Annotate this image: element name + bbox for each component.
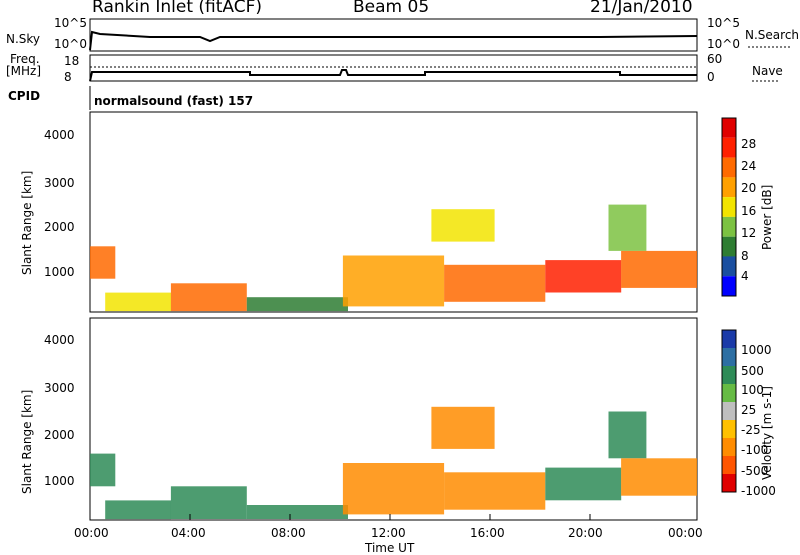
cpid-label: CPID xyxy=(8,89,41,103)
velocity-colorbar-frame xyxy=(721,329,737,493)
freq-panel-frame xyxy=(89,54,698,82)
power-cbar-tick-24: 24 xyxy=(741,159,757,173)
power-bands-band-3 xyxy=(246,297,348,312)
velocity-bands-band-8 xyxy=(608,411,647,459)
velocity-bands-band-5 xyxy=(431,406,495,449)
velocity-panel-frame xyxy=(89,317,698,521)
velocity-ytick-4000: 4000 xyxy=(44,333,75,347)
vel-cbar-tick-100: 100 xyxy=(741,383,764,397)
power-colorbar-swatch-7 xyxy=(722,256,736,277)
vel-cbar-tick-500: 500 xyxy=(741,364,764,378)
nsearch-label: N.Search xyxy=(745,28,800,42)
xtick-2: 08:00 xyxy=(271,526,306,540)
power-bands-band-8 xyxy=(608,204,647,251)
power-bands-band-4 xyxy=(342,255,445,307)
nsearch-top-value: 10^5 xyxy=(707,16,740,30)
power-cbar-tick-4: 4 xyxy=(741,269,749,283)
velocity-ytick-1000: 1000 xyxy=(44,474,75,488)
power-colorbar-swatch-6 xyxy=(722,236,736,257)
vel-cbar-tick-1000: 1000 xyxy=(741,343,772,357)
vel-cbar-tick-25: 25 xyxy=(741,403,757,417)
power-colorbar xyxy=(721,117,737,297)
vel-cbar-tick-neg1000: -1000 xyxy=(741,484,776,498)
beam-title: Beam 05 xyxy=(353,0,430,17)
power-cbar-tick-20: 20 xyxy=(741,181,757,195)
nsky-trace xyxy=(89,30,698,51)
power-colorbar-swatch-8 xyxy=(722,276,736,296)
xtick-1: 04:00 xyxy=(171,526,206,540)
nsky-label: N.Sky xyxy=(6,32,41,46)
x-axis-label: Time UT xyxy=(365,541,415,555)
velocity-bands-band-6 xyxy=(444,472,546,510)
power-cbar-tick-8: 8 xyxy=(741,249,749,263)
nave-top-value: 60 xyxy=(707,52,723,66)
nsky-bottom-value: 10^0 xyxy=(54,37,87,51)
power-bands-band-9 xyxy=(621,250,697,288)
nave-label: Nave xyxy=(752,64,783,78)
velocity-colorbar-swatch-3 xyxy=(722,384,736,402)
power-colorbar-swatch-4 xyxy=(722,197,736,217)
velocity-bands-band-7 xyxy=(545,467,622,501)
power-bands-band-2 xyxy=(170,283,247,312)
freq-label: Freq. xyxy=(10,52,40,66)
power-colorbar-swatch-2 xyxy=(722,157,736,178)
velocity-colorbar-swatch-2 xyxy=(722,366,736,384)
x-tick-marks xyxy=(89,514,698,520)
velocity-bands-band-4 xyxy=(342,463,445,515)
velocity-colorbar-swatch-6 xyxy=(722,438,736,456)
velocity-bands-band-3 xyxy=(246,505,348,519)
power-ytick-4000: 4000 xyxy=(44,128,75,142)
xtick-6: 00:00 xyxy=(668,526,703,540)
power-bands-band-0 xyxy=(90,246,116,279)
freq-trace xyxy=(89,69,697,82)
xtick-3: 12:00 xyxy=(371,526,406,540)
power-ytick-1000: 1000 xyxy=(44,265,75,279)
velocity-colorbar-swatch-0 xyxy=(722,330,736,348)
nsky-top-value: 10^5 xyxy=(54,16,87,30)
cpid-text: normalsound (fast) 157 xyxy=(94,94,254,108)
velocity-bands-band-1 xyxy=(105,500,171,520)
xtick-4: 16:00 xyxy=(470,526,505,540)
power-colorbar-swatch-0 xyxy=(722,118,736,138)
velocity-colorbar-swatch-4 xyxy=(722,402,736,420)
freq-top-value: 18 xyxy=(64,54,80,68)
velocity-colorbar xyxy=(721,329,737,493)
vel-cbar-tick-neg25: -25 xyxy=(741,423,761,437)
date-title: 21/Jan/2010 xyxy=(590,0,693,17)
nsky-panel-frame xyxy=(89,18,698,52)
velocity-bands-band-9 xyxy=(621,458,697,496)
power-ytick-3000: 3000 xyxy=(44,176,75,190)
power-ytick-2000: 2000 xyxy=(44,220,75,234)
nave-bottom-value: 0 xyxy=(707,70,715,84)
velocity-colorbar-swatch-5 xyxy=(722,420,736,438)
station-title: Rankin Inlet (fitACF) xyxy=(92,0,263,17)
velocity-bands-band-0 xyxy=(90,453,116,487)
velocity-colorbar-swatch-7 xyxy=(722,456,736,474)
power-cbar-tick-16: 16 xyxy=(741,204,757,218)
freq-unit-label: [MHz] xyxy=(6,64,42,78)
velocity-ytick-2000: 2000 xyxy=(44,428,75,442)
freq-bottom-value: 8 xyxy=(64,70,72,84)
power-panel-frame xyxy=(89,111,698,313)
power-bands-band-1 xyxy=(105,292,171,312)
velocity-bands-band-2 xyxy=(170,486,247,519)
power-colorbar-swatch-1 xyxy=(722,137,736,158)
power-colorbar-swatch-5 xyxy=(722,216,736,237)
power-bands-band-7 xyxy=(545,260,622,293)
vel-cbar-tick-neg100: -100 xyxy=(741,443,769,457)
xtick-5: 20:00 xyxy=(568,526,603,540)
xtick-0: 00:00 xyxy=(74,526,109,540)
velocity-ytick-3000: 3000 xyxy=(44,381,75,395)
velocity-colorbar-swatch-8 xyxy=(722,474,736,492)
vel-cbar-tick-neg500: -500 xyxy=(741,464,769,478)
power-colorbar-swatch-3 xyxy=(722,177,736,198)
power-cbar-tick-28: 28 xyxy=(741,137,757,151)
power-cbar-tick-12: 12 xyxy=(741,226,757,240)
power-colorbar-frame xyxy=(721,117,737,297)
nsearch-bottom-value: 10^0 xyxy=(707,37,740,51)
velocity-colorbar-swatch-1 xyxy=(722,348,736,366)
power-bands-band-5 xyxy=(431,209,495,242)
power-bands-band-6 xyxy=(444,264,546,302)
